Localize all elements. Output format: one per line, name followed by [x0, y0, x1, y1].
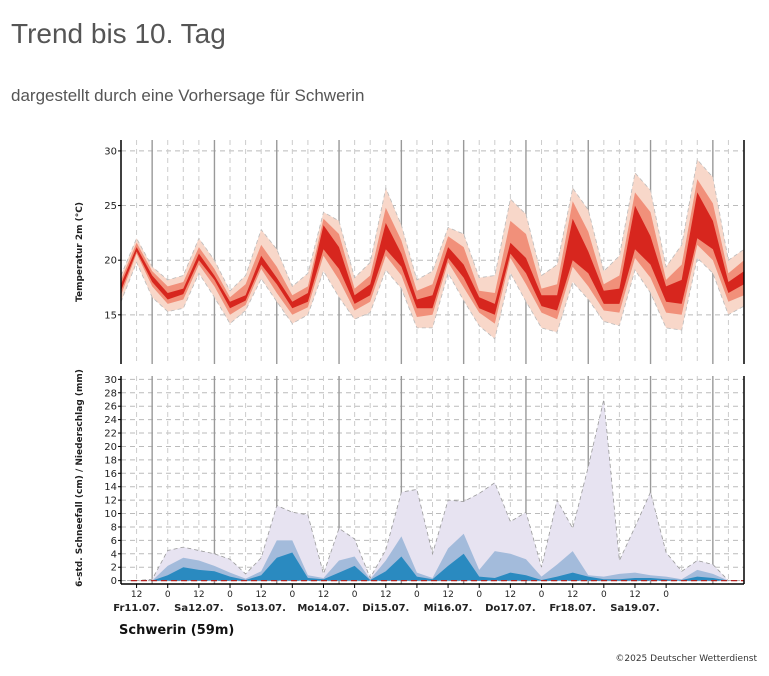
precipitation-tick-label: 4	[111, 549, 117, 560]
precipitation-tick-label: 12	[104, 496, 117, 507]
copyright-notice: ©2025 Deutscher Wetterdienst	[615, 654, 757, 664]
day-tick-label: Di15.07.	[362, 603, 409, 614]
hour-tick-label: 0	[289, 590, 295, 600]
temperature-outer-band	[120, 158, 745, 340]
temperature-tick-label: 15	[104, 310, 117, 321]
temperature-axis-label: Temperatur 2m (°C)	[75, 202, 85, 302]
day-tick-label: Mo14.07.	[297, 603, 349, 614]
temperature-tick-label: 25	[104, 201, 117, 212]
day-tick-label: Fr18.07.	[549, 603, 596, 614]
day-tick-label: Do17.07.	[485, 603, 536, 614]
hour-tick-label: 12	[193, 590, 204, 600]
day-tick-label: So13.07.	[236, 603, 286, 614]
hour-tick-label: 12	[255, 590, 266, 600]
precipitation-tick-label: 10	[104, 509, 117, 520]
time-axis: 12 0 12 0 12 0 12 0 12 0 12 0 12 0 12 0 12 0 Fr11.07. Sa12.…	[113, 583, 744, 614]
temperature-inner-band	[121, 192, 744, 315]
hour-tick-label: 0	[601, 590, 607, 600]
hour-tick-label: 0	[414, 590, 420, 600]
hour-tick-label: 12	[380, 590, 391, 600]
precipitation-tick-label: 16	[104, 469, 117, 480]
temperature-tick-label: 30	[104, 146, 117, 157]
precipitation-axis-label: 6-std. Schneefall (cm) / Niederschlag (m…	[75, 369, 85, 587]
hour-tick-label: 12	[567, 590, 578, 600]
day-tick-label: Sa19.07.	[610, 603, 659, 614]
day-tick-label: Sa12.07.	[174, 603, 223, 614]
hour-tick-label: 0	[476, 590, 482, 600]
hour-tick-label: 12	[629, 590, 640, 600]
temperature-tick-label: 20	[104, 256, 117, 267]
hour-tick-label: 0	[539, 590, 545, 600]
precipitation-tick-label: 14	[104, 482, 117, 493]
hour-tick-label: 0	[227, 590, 233, 600]
hour-tick-label: 12	[318, 590, 329, 600]
precipitation-tick-label: 6	[111, 536, 117, 547]
hour-tick-label: 12	[442, 590, 453, 600]
precipitation-tick-label: 30	[104, 375, 117, 386]
precipitation-inner-band	[121, 552, 744, 581]
hour-tick-label: 0	[663, 590, 669, 600]
precipitation-tick-label: 28	[104, 388, 117, 399]
precipitation-outer-band	[121, 399, 744, 581]
station-label: Schwerin (59m)	[119, 623, 234, 638]
temperature-panel: 15 20 25 30	[104, 140, 745, 364]
precipitation-tick-label: 20	[104, 442, 117, 453]
precipitation-tick-label: 2	[111, 563, 117, 574]
hour-tick-label: 12	[131, 590, 142, 600]
precipitation-tick-label: 0	[111, 576, 117, 587]
temperature-middle-band	[121, 179, 744, 324]
precipitation-tick-label: 8	[111, 522, 117, 533]
precipitation-tick-label: 24	[104, 415, 117, 426]
precipitation-tick-label: 22	[104, 429, 117, 440]
page-subtitle: dargestellt durch eine Vorhersage für Sc…	[11, 86, 365, 105]
hour-tick-label: 12	[505, 590, 516, 600]
hour-tick-label: 0	[165, 590, 171, 600]
precipitation-tick-label: 18	[104, 455, 117, 466]
day-tick-label: Fr11.07.	[113, 603, 160, 614]
precipitation-tick-label: 26	[104, 402, 117, 413]
page-title: Trend bis 10. Tag	[11, 18, 226, 49]
hour-tick-label: 0	[352, 590, 358, 600]
day-tick-label: Mi16.07.	[424, 603, 473, 614]
